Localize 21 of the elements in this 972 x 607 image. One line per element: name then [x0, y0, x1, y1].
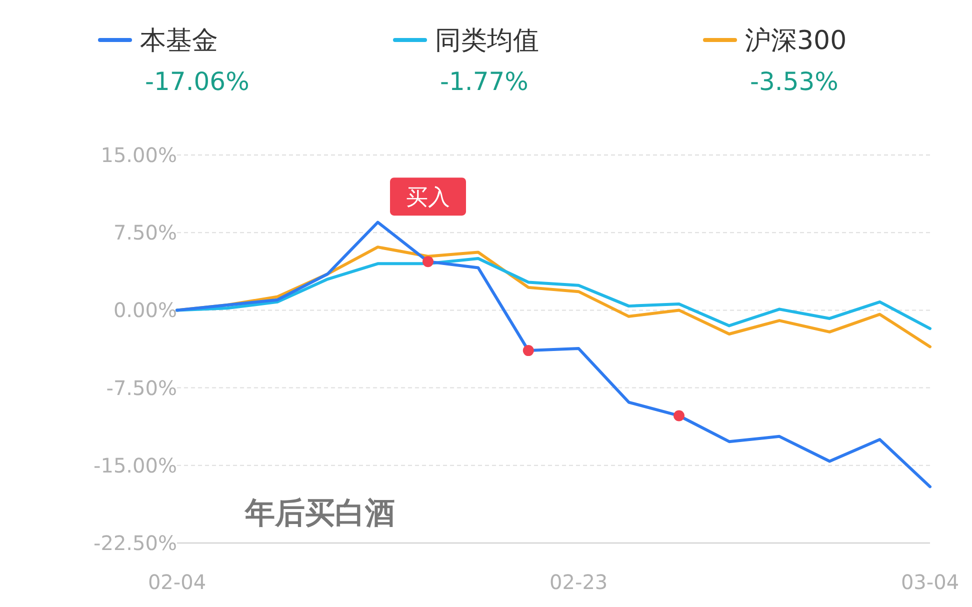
annotation: 年后买白酒	[244, 496, 395, 531]
y-tick-label: -22.50%	[94, 531, 177, 555]
legend-label: 本基金	[140, 26, 218, 56]
point	[674, 410, 684, 422]
x-tick-label: 02-04	[148, 570, 206, 594]
y-tick-label: -15.00%	[94, 453, 177, 478]
text: -17.06%	[145, 67, 250, 96]
legend-label: 沪深300	[745, 26, 847, 56]
x-tick-label: 02-23	[550, 570, 608, 594]
point	[522, 345, 534, 356]
y-tick-label: 0.00%	[113, 298, 177, 322]
x-tick-label: 03-04	[900, 570, 960, 594]
point	[422, 256, 434, 268]
legend-label: 同类均值	[435, 26, 539, 56]
y-tick-label: -7.50%	[106, 376, 177, 400]
y-tick-label: 7.50%	[113, 220, 177, 245]
text: -3.53%	[750, 67, 838, 96]
text: -1.77%	[440, 67, 528, 96]
annotation: 买入	[406, 186, 450, 211]
line-series	[176, 220, 932, 488]
y-tick-label: 15.00%	[100, 143, 177, 167]
